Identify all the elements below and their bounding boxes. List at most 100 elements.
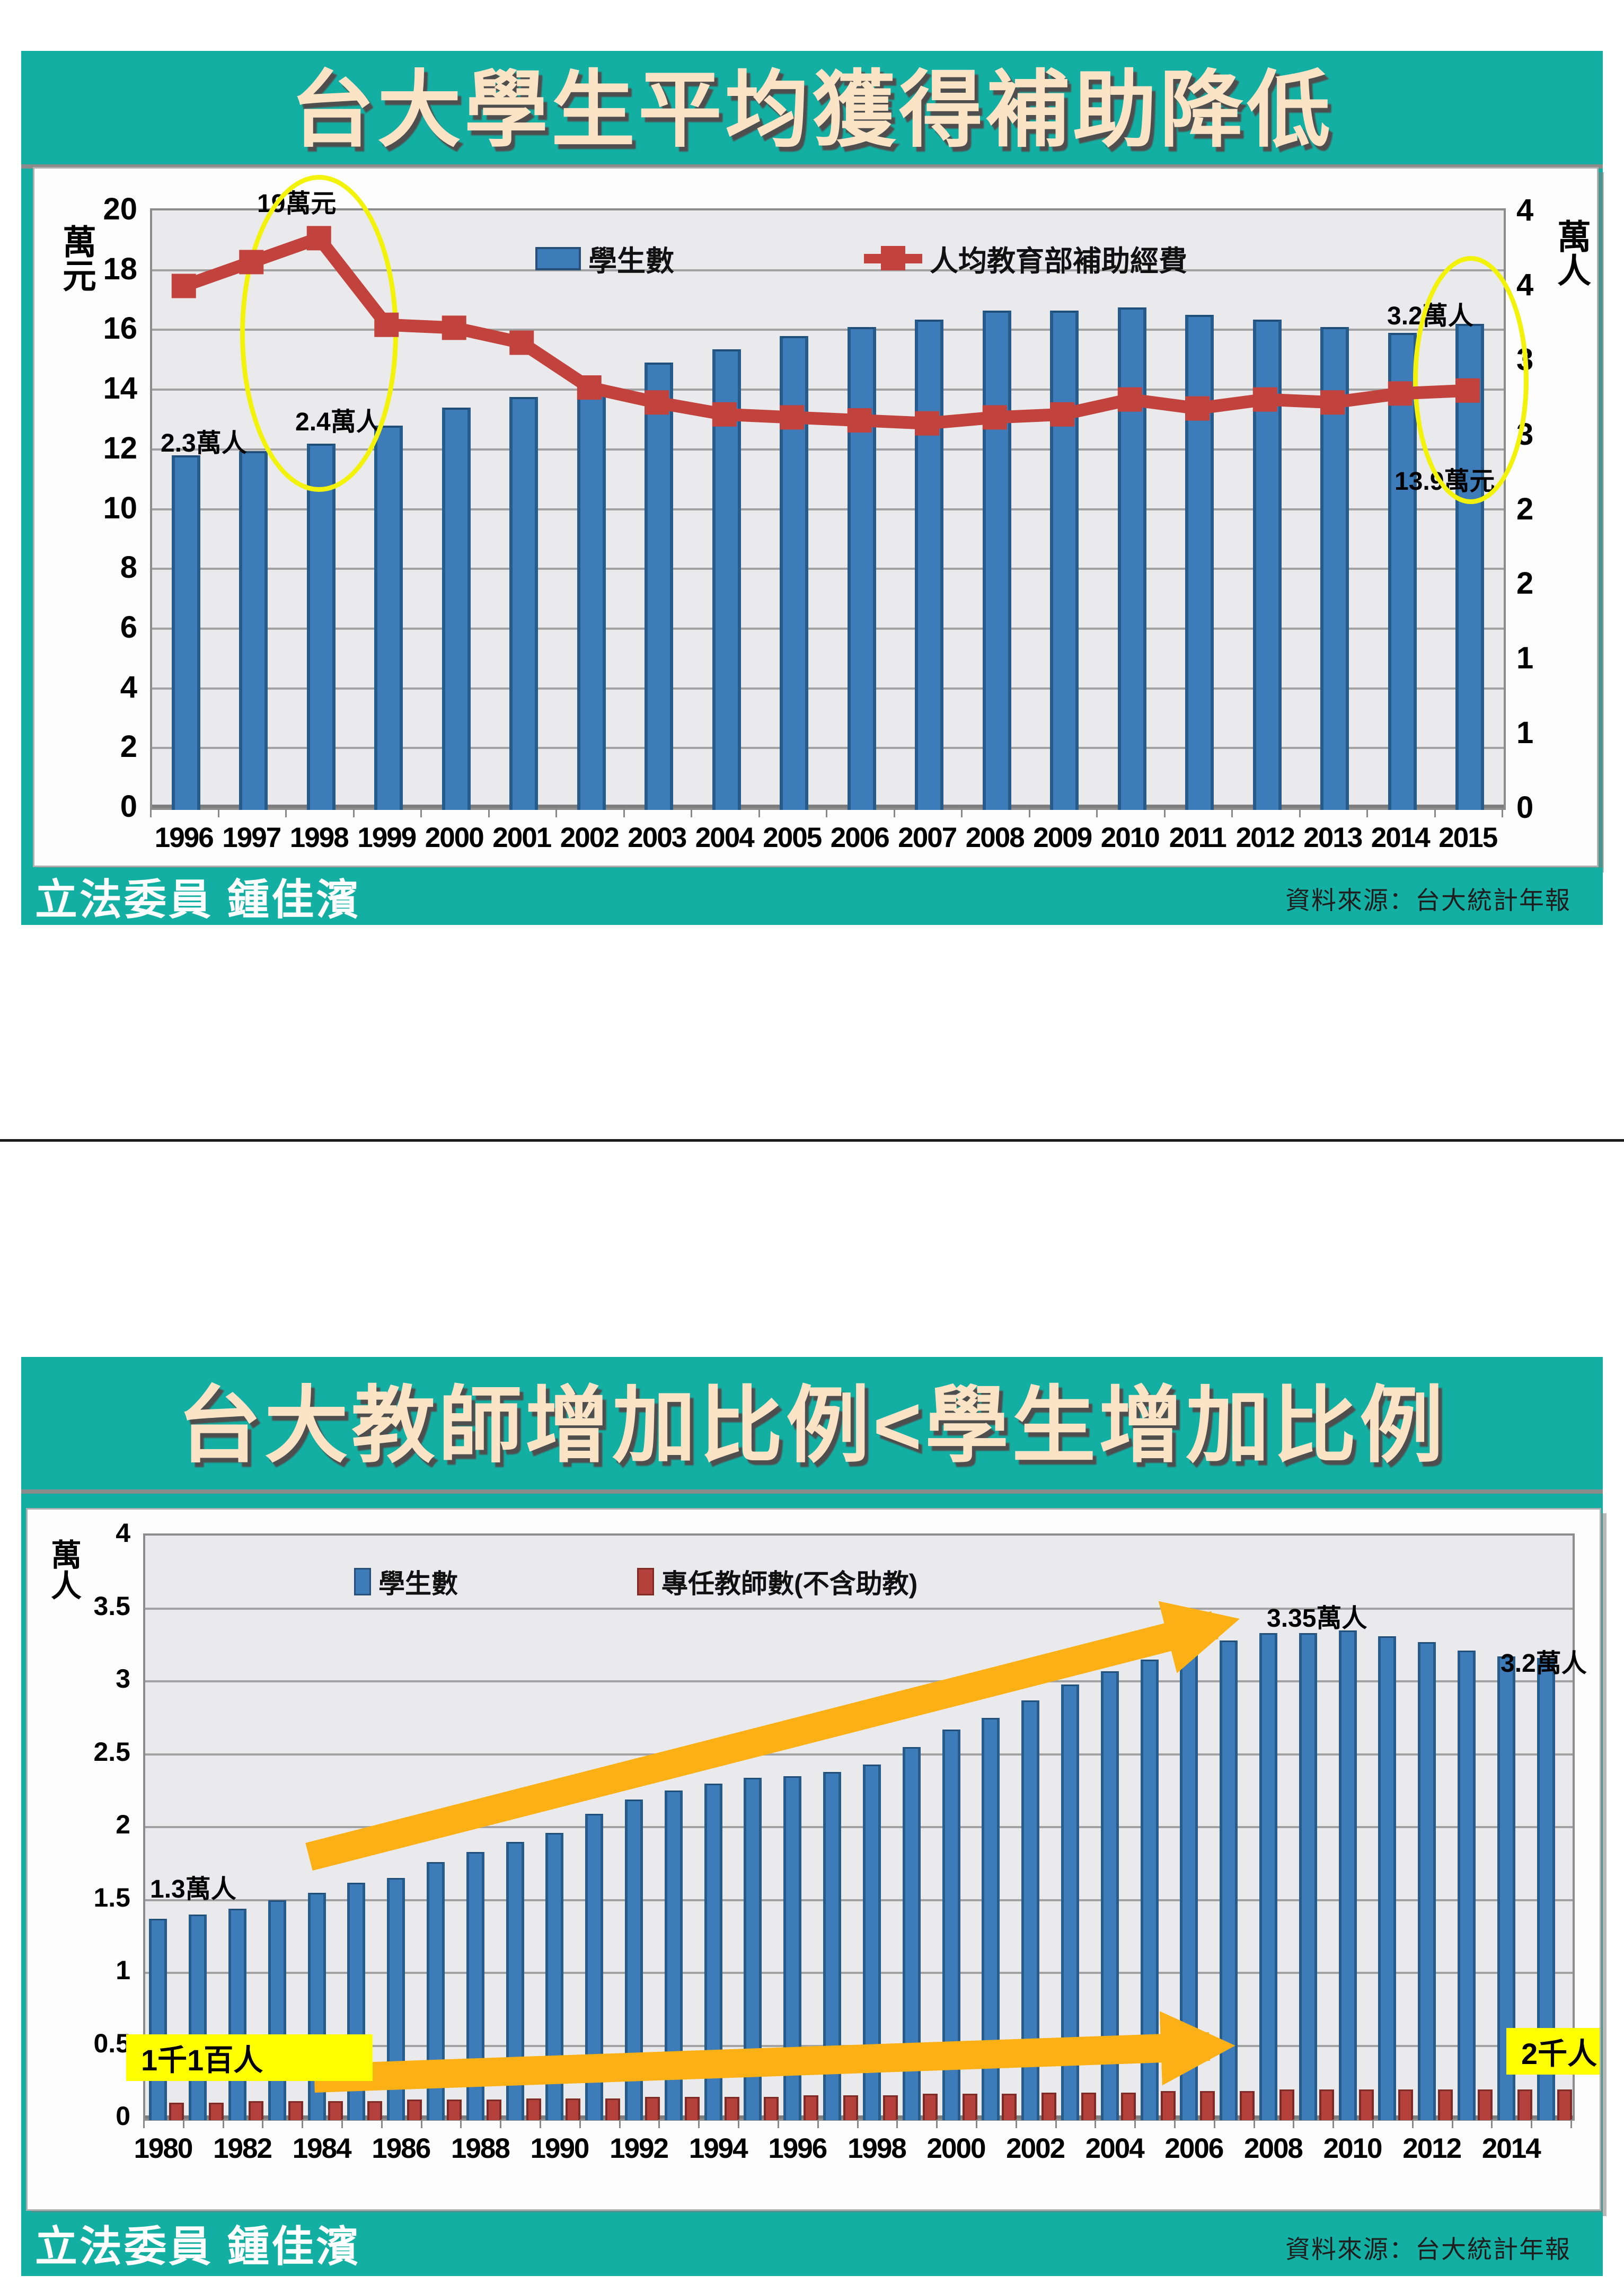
- x-axis-label: 2000: [425, 822, 484, 853]
- student-bar: [982, 1717, 1000, 2120]
- x-axis-tick: [619, 2120, 621, 2128]
- right-axis-tick-label: 1: [1516, 716, 1534, 751]
- annotation-1980-teachers: 1千1百人: [126, 2034, 373, 2081]
- x-axis-tick: [758, 809, 760, 817]
- student-bar: [783, 1776, 802, 2120]
- right-axis-tick-label: 4: [1516, 193, 1534, 227]
- x-axis-label: 2012: [1402, 2133, 1462, 2164]
- student-bar: [712, 349, 741, 810]
- x-axis-tick: [1095, 2120, 1097, 2128]
- left-axis-tick-label: 14: [103, 371, 137, 406]
- grid-line: [152, 568, 1504, 570]
- x-axis-label: 2008: [965, 822, 1025, 853]
- teacher-bar: [724, 2096, 739, 2120]
- annotation-2015-teachers: 2千人: [1506, 2028, 1600, 2075]
- annotation-peak-students: 3.35萬人: [1267, 1604, 1367, 1633]
- x-axis-tick: [302, 2120, 304, 2128]
- x-axis-tick: [285, 809, 287, 817]
- teacher-bar: [328, 2101, 343, 2120]
- student-bar: [1320, 327, 1349, 810]
- right-axis-tick-label: 2: [1516, 566, 1534, 601]
- student-bar: [1378, 1636, 1397, 2120]
- student-bar: [585, 1814, 604, 2120]
- x-axis-label: 1992: [610, 2133, 669, 2164]
- x-axis-label: 1982: [213, 2133, 272, 2164]
- right-axis-tick-label: 0: [1516, 790, 1534, 825]
- x-axis-tick: [1055, 2120, 1057, 2128]
- student-bar: [1180, 1652, 1198, 2120]
- x-axis-tick: [460, 2120, 462, 2128]
- x-axis-label: 2004: [1085, 2133, 1145, 2164]
- x-axis-tick: [1372, 2120, 1374, 2128]
- student-bar: [374, 425, 403, 810]
- teacher-bar: [804, 2095, 819, 2120]
- x-axis-tick: [341, 2120, 343, 2128]
- x-axis-label: 1998: [847, 2133, 907, 2164]
- x-axis-tick: [1502, 809, 1503, 817]
- student-bar: [189, 1915, 207, 2120]
- page-divider-line: [0, 1139, 1624, 1142]
- teacher-bar: [764, 2096, 779, 2120]
- student-bar: [982, 310, 1011, 810]
- x-axis-tick: [352, 809, 355, 817]
- slide2-legend: 學生數 專任教師數(不含助教): [354, 1563, 917, 1601]
- student-bar: [862, 1764, 881, 2120]
- student-bar: [645, 363, 674, 810]
- slide2-chart-panel: 萬人 4 3.5 3 2.5 2 1.5 1 0.5 0 1980 1982 1984 1986 198…: [26, 1508, 1601, 2211]
- slide1-footer: 立法委員 鍾佳濱 資料來源：台大統計年報: [21, 868, 1603, 925]
- highlight-ellipse-2015: [1413, 256, 1529, 504]
- x-axis-tick: [182, 2120, 184, 2128]
- x-axis-tick: [896, 2120, 898, 2128]
- teacher-bar: [249, 2101, 263, 2120]
- x-axis-label: 1994: [689, 2133, 748, 2164]
- x-axis-tick: [1253, 2120, 1255, 2128]
- student-bar: [577, 386, 606, 810]
- student-bar: [625, 1799, 643, 2120]
- student-bar: [506, 1841, 524, 2120]
- x-axis-tick: [961, 809, 963, 817]
- x-axis-tick: [1015, 2120, 1017, 2128]
- teacher-bar: [1240, 2091, 1255, 2120]
- grid-line: [145, 1680, 1573, 1682]
- y-axis-tick-label: 2: [116, 1810, 130, 1839]
- x-axis-tick: [150, 809, 152, 817]
- x-axis-label: 2005: [763, 822, 822, 853]
- students2-legend-swatch: [354, 1568, 371, 1595]
- x-axis-tick: [217, 809, 219, 817]
- x-axis-label: 1980: [134, 2133, 193, 2164]
- x-axis-tick: [1096, 809, 1098, 817]
- slide2-footer-author: 立法委員 鍾佳濱: [35, 2223, 361, 2270]
- teacher-bar: [486, 2100, 501, 2120]
- slide2-title: 台大教師增加比例<學生增加比例: [177, 1379, 1447, 1472]
- x-axis-tick: [691, 809, 692, 817]
- student-bar: [1259, 1633, 1277, 2120]
- x-axis-label: 2010: [1100, 822, 1160, 853]
- teacher-bar: [1477, 2089, 1493, 2120]
- x-axis-tick: [1134, 2120, 1136, 2128]
- right-axis-tick-label: 2: [1516, 491, 1534, 526]
- teacher-bar: [288, 2101, 303, 2120]
- student-bar: [306, 443, 336, 810]
- x-axis-label: 2006: [830, 822, 890, 853]
- student-bar: [347, 1882, 366, 2120]
- x-axis-tick: [420, 809, 422, 817]
- teacher-bar: [209, 2102, 224, 2120]
- x-axis-tick: [1173, 2120, 1176, 2128]
- x-axis-line: [145, 2115, 1573, 2119]
- teacher-bar: [1557, 2089, 1572, 2120]
- teacher-bar: [1200, 2091, 1215, 2120]
- students2-legend-label: 學生數: [378, 1569, 458, 1599]
- teacher-bar: [1002, 2094, 1017, 2120]
- annotation-1980-students: 1.3萬人: [150, 1875, 236, 1903]
- slide1-legend: 學生數 人均教育部補助經費: [535, 237, 1187, 279]
- left-axis-tick-label: 20: [103, 192, 137, 226]
- left-axis-tick-label: 18: [103, 251, 137, 286]
- x-axis-label: 2015: [1438, 822, 1498, 853]
- grid-line: [152, 687, 1504, 690]
- y-axis-tick-label: 2.5: [93, 1736, 130, 1767]
- x-axis-tick: [420, 2120, 422, 2128]
- teacher-bar: [526, 2098, 541, 2120]
- x-axis-tick: [222, 2120, 224, 2128]
- student-bar: [1418, 1642, 1436, 2120]
